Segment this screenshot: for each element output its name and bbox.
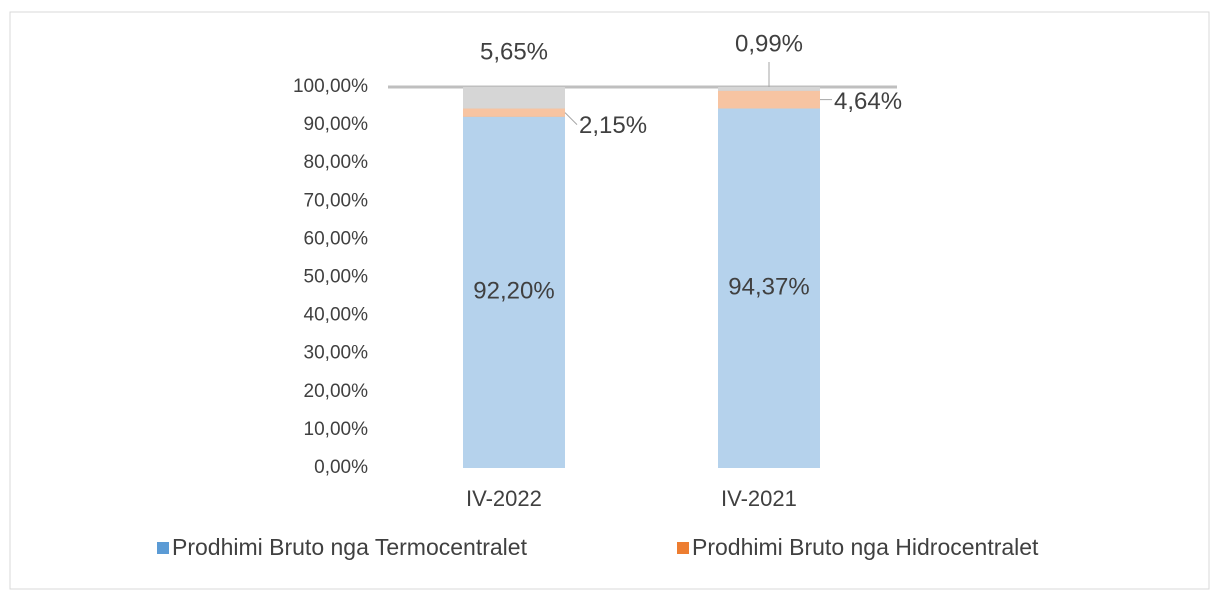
legend-label: Prodhimi Bruto nga Hidrocentralet: [692, 534, 1039, 560]
bar-stripes: [463, 87, 565, 109]
bar-stripes: [718, 108, 820, 468]
bar-stripes: [718, 90, 820, 109]
data-label: 4,64%: [834, 88, 902, 115]
y-tick-label: 0,00%: [314, 457, 368, 478]
legend-swatch: [677, 542, 689, 554]
y-tick-label: 20,00%: [304, 381, 369, 402]
y-tick-label: 60,00%: [304, 228, 369, 249]
x-tick-label: IV-2021: [721, 486, 797, 511]
y-tick-label: 80,00%: [304, 152, 369, 173]
data-label: 5,65%: [480, 38, 548, 65]
data-label: 92,20%: [473, 278, 554, 305]
bar-stripes: [463, 116, 565, 468]
data-label: 2,15%: [579, 112, 647, 139]
y-tick-label: 30,00%: [304, 343, 369, 364]
y-tick-label: 90,00%: [304, 114, 369, 135]
data-label: 94,37%: [728, 274, 809, 301]
bar-stripes: [463, 108, 565, 117]
y-tick-label: 70,00%: [304, 190, 369, 211]
data-label: 0,99%: [735, 30, 803, 57]
leader-line: [564, 112, 578, 125]
bar-stripes: [718, 87, 820, 91]
chart-border: [9, 11, 1210, 590]
y-tick-label: 50,00%: [304, 267, 369, 288]
y-tick-label: 40,00%: [304, 305, 369, 326]
legend-label: Prodhimi Bruto nga Termocentralet: [172, 534, 528, 560]
x-tick-label: IV-2022: [466, 486, 542, 511]
y-tick-label: 100,00%: [293, 76, 368, 97]
y-tick-label: 10,00%: [304, 419, 369, 440]
legend-swatch: [157, 542, 169, 554]
